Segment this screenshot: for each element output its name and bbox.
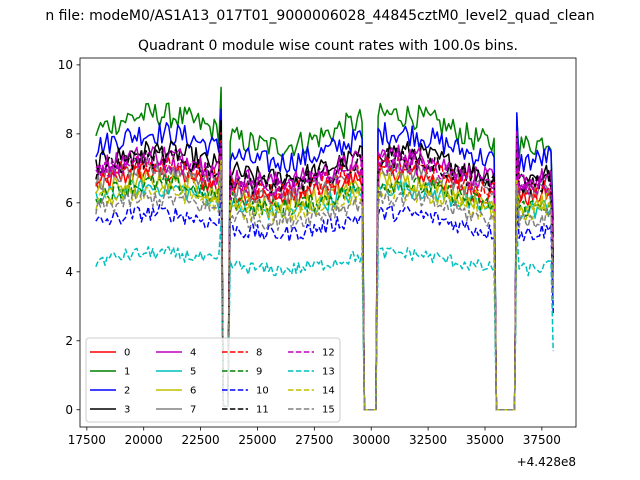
- legend-label-10: 10: [256, 386, 269, 397]
- x-tick-label: 20000: [125, 433, 163, 447]
- legend-label-8: 8: [256, 348, 262, 359]
- legend-label-12: 12: [322, 348, 335, 359]
- series-line-10: [95, 185, 554, 411]
- legend-label-11: 11: [256, 405, 269, 416]
- legend-label-0: 0: [124, 348, 130, 359]
- x-tick-label: 17500: [68, 433, 106, 447]
- x-tick-label: 25000: [238, 433, 276, 447]
- axes-frame: [79, 57, 577, 428]
- legend-label-15: 15: [322, 405, 335, 416]
- series-line-1: [95, 86, 554, 411]
- x-tick-label: 30000: [352, 433, 390, 447]
- series-line-9: [95, 154, 554, 411]
- legend-label-14: 14: [322, 386, 335, 397]
- legend-label-4: 4: [190, 348, 196, 359]
- legend-box: [85, 337, 341, 423]
- figure-suptitle: n file: modeM0/AS1A13_017T01_9000006028_…: [45, 8, 594, 24]
- series-line-14: [95, 159, 554, 411]
- legend-label-1: 1: [124, 367, 130, 378]
- x-tick-label: 35000: [466, 433, 504, 447]
- series-line-12: [95, 137, 554, 411]
- y-tick-label: 10: [58, 58, 73, 72]
- chart-title: Quadrant 0 module wise count rates with …: [138, 38, 518, 54]
- y-tick-label: 2: [65, 334, 73, 348]
- x-tick-label: 37500: [523, 433, 561, 447]
- y-tick-label: 6: [65, 196, 73, 210]
- series-line-7: [95, 144, 554, 411]
- legend-label-7: 7: [190, 405, 196, 416]
- legend-label-5: 5: [190, 367, 196, 378]
- legend-label-6: 6: [190, 386, 196, 397]
- legend-label-13: 13: [322, 367, 335, 378]
- legend-label-9: 9: [256, 367, 262, 378]
- series-line-3: [95, 119, 554, 411]
- legend-label-3: 3: [124, 405, 130, 416]
- axes-layer: 17500 20000 22500 25000 27500 30000 32500 35000…: [58, 57, 577, 447]
- series-line-13: [95, 220, 554, 411]
- y-tick-label: 4: [65, 265, 73, 279]
- x-tick-label: 27500: [295, 433, 333, 447]
- y-tick-label: 8: [65, 127, 73, 141]
- legend-label-2: 2: [124, 386, 130, 397]
- x-offset-label: +4.428e8: [517, 455, 576, 469]
- x-tick-label: 32500: [409, 433, 447, 447]
- series-line-15: [95, 169, 554, 411]
- series-line-11: [95, 120, 554, 411]
- x-tick-label: 22500: [181, 433, 219, 447]
- series-layer: [95, 86, 554, 411]
- y-tick-label: 0: [65, 403, 73, 417]
